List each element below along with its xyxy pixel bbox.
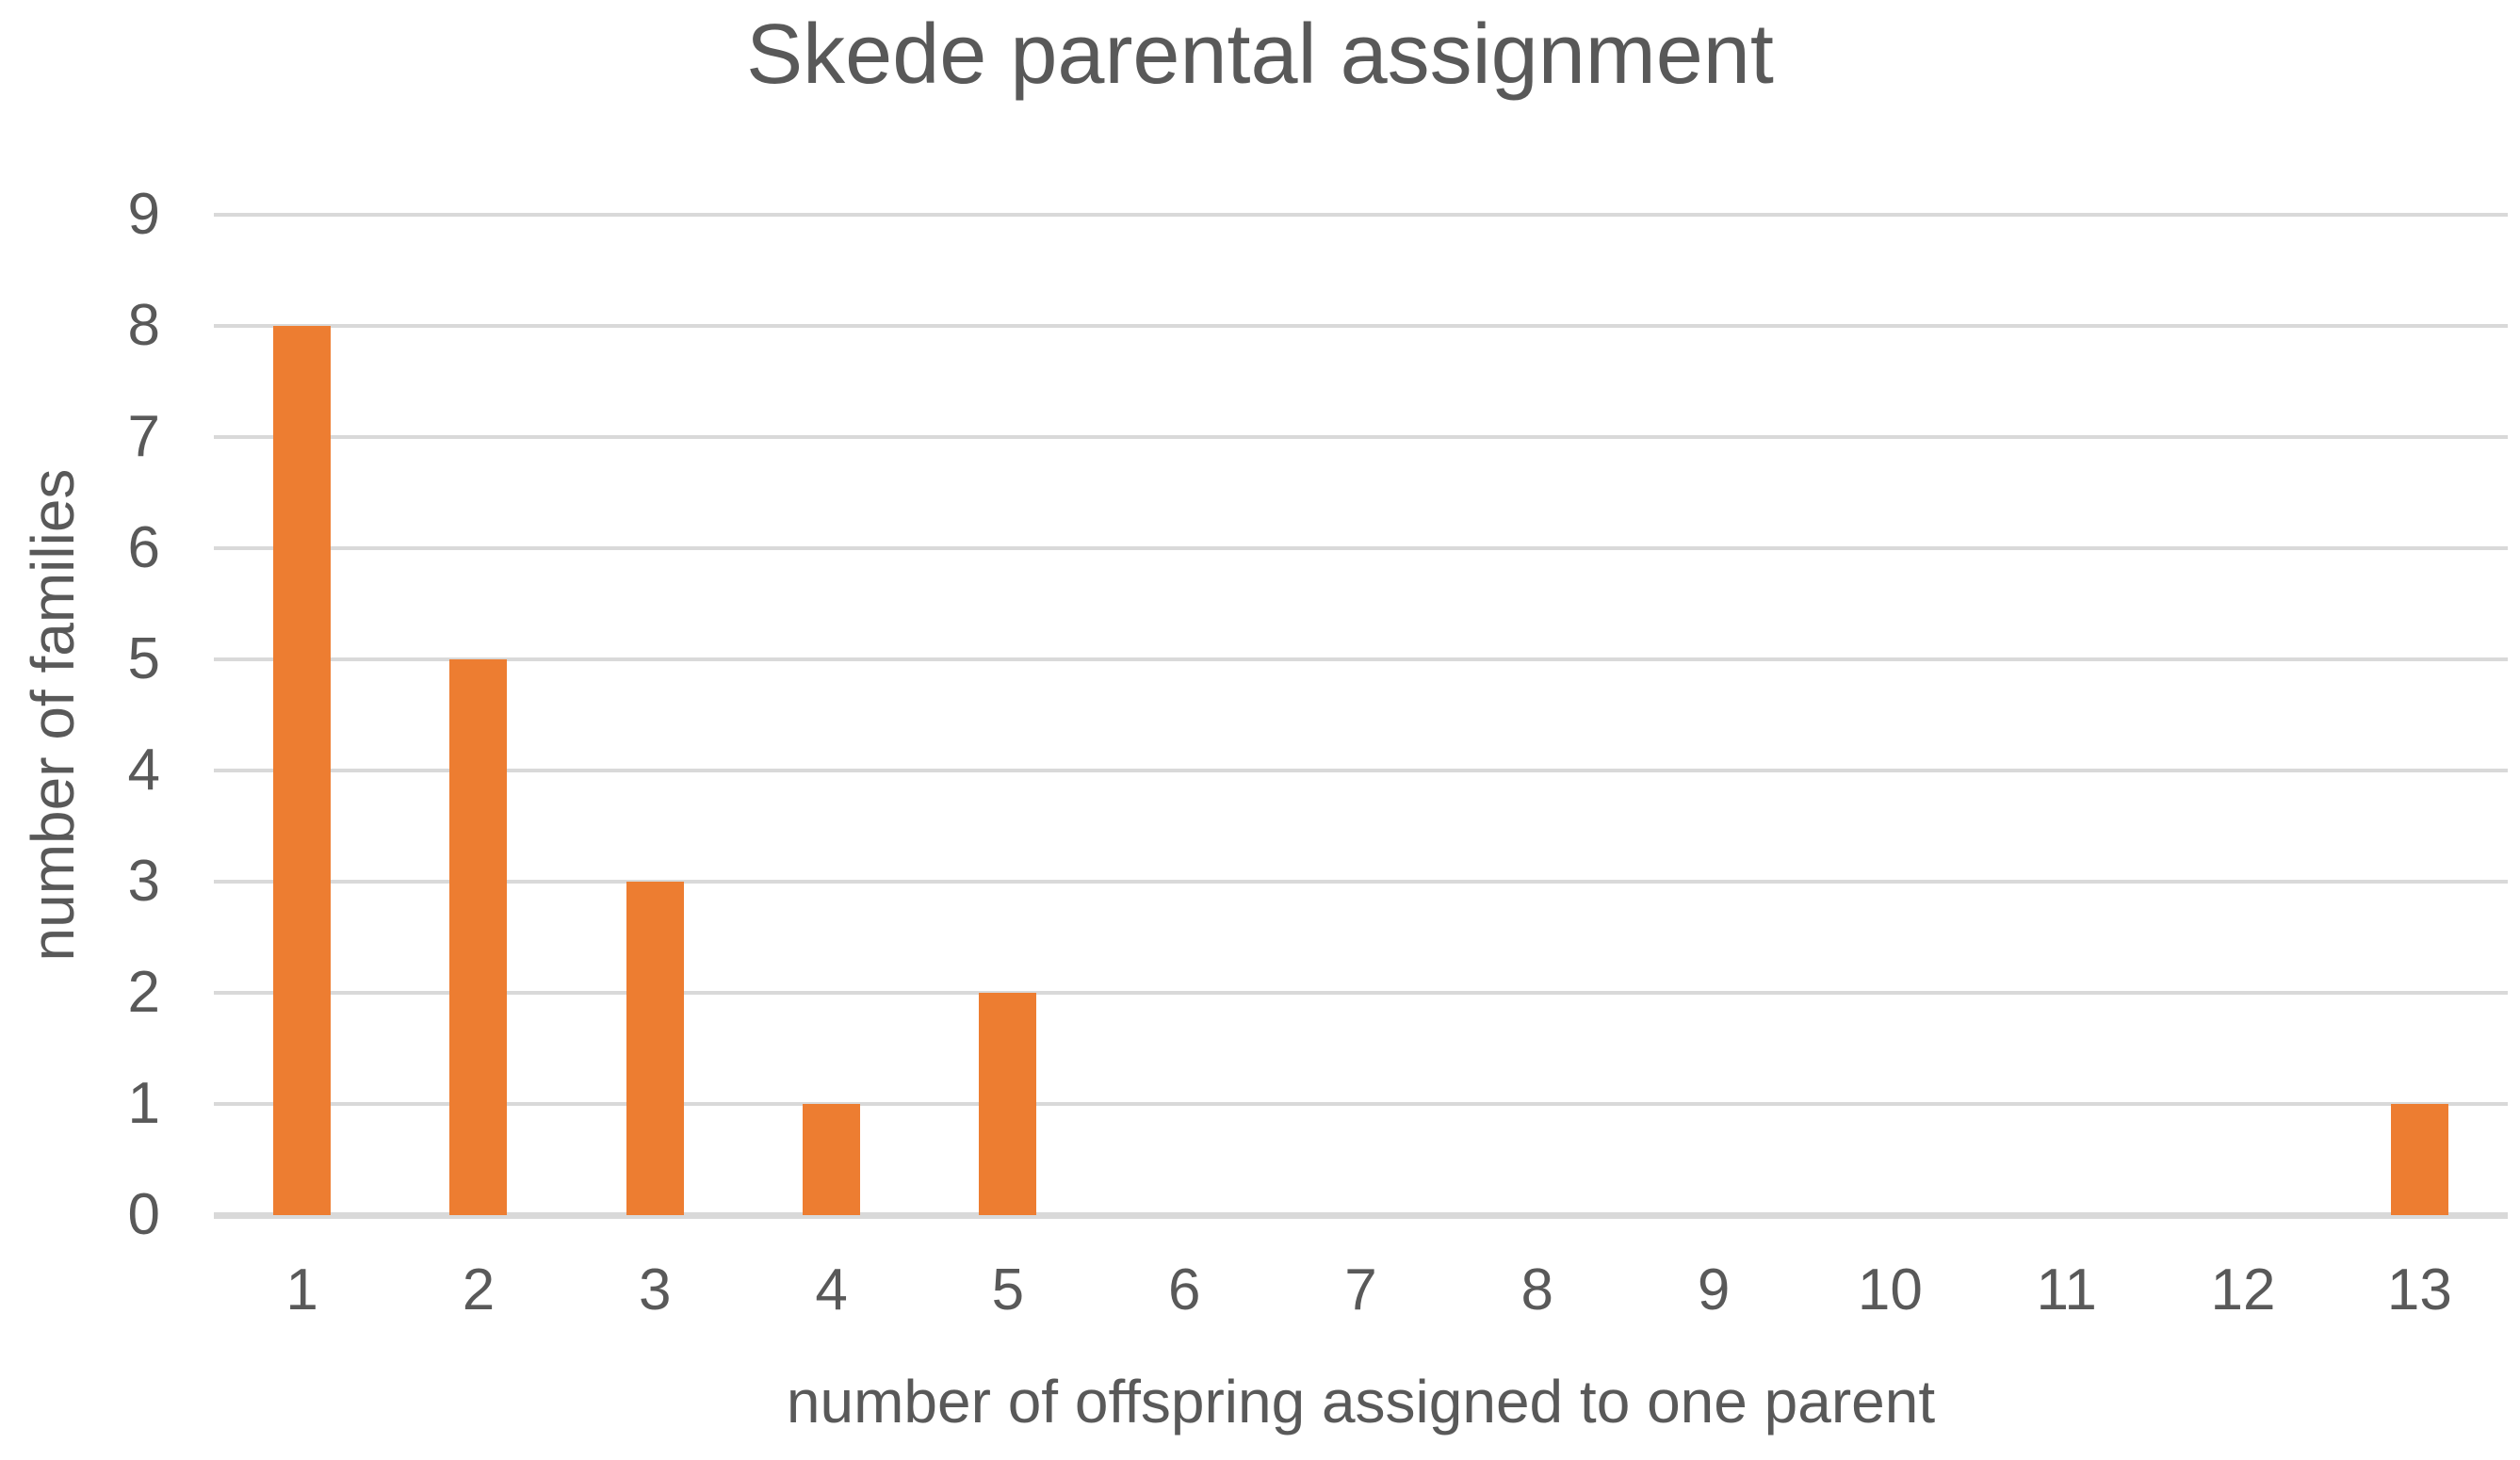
x-tick-label: 12	[2210, 1257, 2276, 1322]
chart-title: Skede parental assignment	[746, 8, 1774, 102]
gridline	[214, 991, 2508, 995]
bar	[979, 993, 1037, 1215]
y-tick-label: 2	[127, 960, 160, 1025]
y-tick-label: 5	[127, 626, 160, 691]
x-axis-baseline	[214, 1211, 2508, 1219]
bar	[626, 882, 684, 1215]
x-tick-label: 4	[815, 1257, 848, 1322]
y-axis-title: number of families	[19, 468, 87, 962]
y-tick-label: 8	[127, 293, 160, 358]
gridline	[214, 435, 2508, 439]
y-tick-label: 1	[127, 1071, 160, 1136]
x-tick-label: 11	[2036, 1257, 2097, 1322]
y-tick-label: 7	[127, 404, 160, 469]
bar	[803, 1104, 861, 1215]
y-tick-label: 6	[127, 515, 160, 580]
x-tick-label: 10	[1857, 1257, 1923, 1322]
gridline	[214, 213, 2508, 217]
x-tick-label: 6	[1167, 1257, 1201, 1322]
x-tick-label: 2	[462, 1257, 496, 1322]
gridline	[214, 657, 2508, 661]
gridline	[214, 546, 2508, 550]
gridline	[214, 324, 2508, 328]
x-tick-label: 1	[285, 1257, 318, 1322]
y-tick-label: 9	[127, 182, 160, 247]
y-tick-label: 3	[127, 849, 160, 914]
gridline	[214, 880, 2508, 884]
gridline	[214, 1102, 2508, 1106]
x-tick-label: 3	[639, 1257, 672, 1322]
bar	[2390, 1104, 2448, 1215]
gridline	[214, 769, 2508, 772]
x-tick-label: 8	[1520, 1257, 1554, 1322]
x-tick-label: 13	[2386, 1257, 2452, 1322]
bar	[449, 659, 508, 1215]
bar	[273, 326, 332, 1215]
y-tick-label: 4	[127, 738, 160, 803]
x-axis-title: number of offspring assigned to one pare…	[786, 1368, 1936, 1436]
x-tick-label: 9	[1697, 1257, 1731, 1322]
y-tick-label: 0	[127, 1182, 160, 1247]
x-tick-label: 5	[991, 1257, 1025, 1322]
x-tick-label: 7	[1344, 1257, 1377, 1322]
